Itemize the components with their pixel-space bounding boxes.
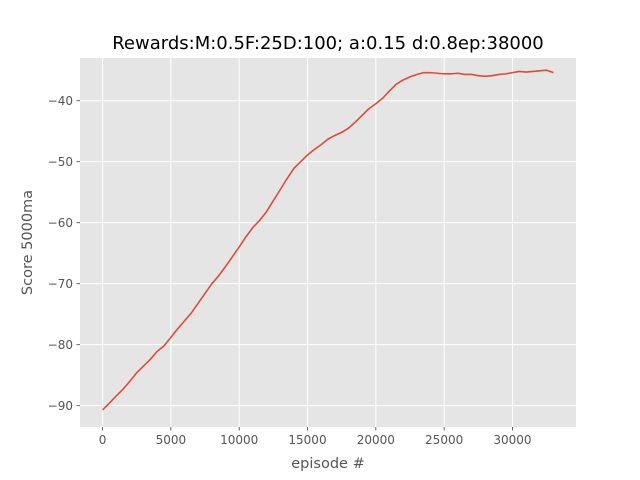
x-tick-label: 30000 <box>493 433 531 447</box>
axis-ticks: 0 5000 10000 15000 20000 25000 30000 −90 −80 −70 −… <box>48 94 532 447</box>
x-tick-label: 25000 <box>425 433 463 447</box>
series-layer <box>101 69 554 411</box>
chart-title: Rewards:M:0.5F:25D:100; a:0.15 d:0.8ep:3… <box>112 33 544 54</box>
y-axis-label: Score 5000ma <box>20 190 36 295</box>
x-axis-label: episode # <box>291 456 364 472</box>
y-tick-label: −50 <box>48 155 73 169</box>
x-tick-label: 15000 <box>288 433 326 447</box>
grid-lines <box>80 58 576 427</box>
plot-area <box>80 58 576 427</box>
x-tick-label: 10000 <box>220 433 258 447</box>
x-tick-label: 5000 <box>156 433 187 447</box>
y-tick-label: −60 <box>48 216 73 230</box>
x-tick-label: 20000 <box>357 433 395 447</box>
series-line <box>101 69 554 411</box>
y-tick-label: −90 <box>48 399 73 413</box>
x-tick-label: 0 <box>99 433 107 447</box>
y-tick-label: −70 <box>48 277 73 291</box>
y-tick-label: −40 <box>48 94 73 108</box>
y-tick-label: −80 <box>48 338 73 352</box>
